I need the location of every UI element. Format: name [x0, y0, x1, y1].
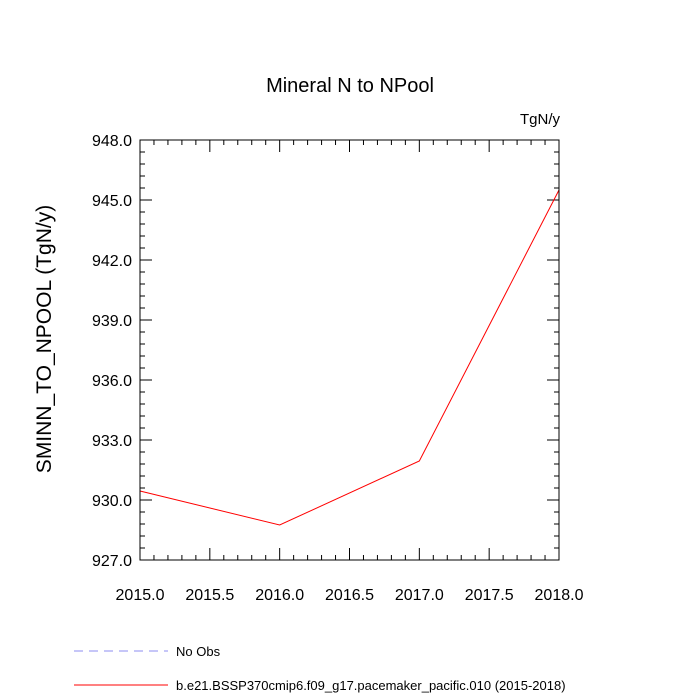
series-line-0	[139, 189, 560, 526]
x-tick-label: 2017.5	[465, 587, 514, 604]
y-axis-label: SMINN_TO_NPOOL (TgN/y)	[33, 205, 56, 473]
y-tick-label: 930.0	[92, 493, 132, 510]
x-tick-label: 2016.5	[325, 587, 374, 604]
x-tick-label: 2015.0	[116, 587, 165, 604]
x-tick-label: 2016.0	[255, 587, 304, 604]
y-tick-label: 945.0	[92, 193, 132, 210]
plot-frame	[139, 139, 560, 561]
legend: No Obs b.e21.BSSP370cmip6.f09_g17.pacema…	[74, 644, 566, 693]
y-tick-label: 933.0	[92, 433, 132, 450]
legend-label-model-run: b.e21.BSSP370cmip6.f09_g17.pacemaker_pac…	[176, 678, 566, 693]
series-lines	[139, 189, 560, 526]
x-tick-label: 2015.5	[185, 587, 234, 604]
y-tick-label: 942.0	[92, 253, 132, 270]
y-tick-label: 939.0	[92, 313, 132, 330]
x-tick-label: 2017.0	[395, 587, 444, 604]
tick-labels: 2015.0 2015.5 2016.0 2016.5 2017.0 2017.5 2018…	[92, 133, 584, 604]
units-label: TgN/y	[520, 111, 561, 128]
axis-ticks	[139, 139, 560, 561]
y-tick-label: 936.0	[92, 373, 132, 390]
legend-label-no-obs: No Obs	[176, 644, 221, 659]
chart-title: Mineral N to NPool	[266, 75, 434, 97]
x-tick-label: 2018.0	[535, 587, 584, 604]
y-tick-label: 948.0	[92, 133, 132, 150]
y-tick-label: 927.0	[92, 553, 132, 570]
